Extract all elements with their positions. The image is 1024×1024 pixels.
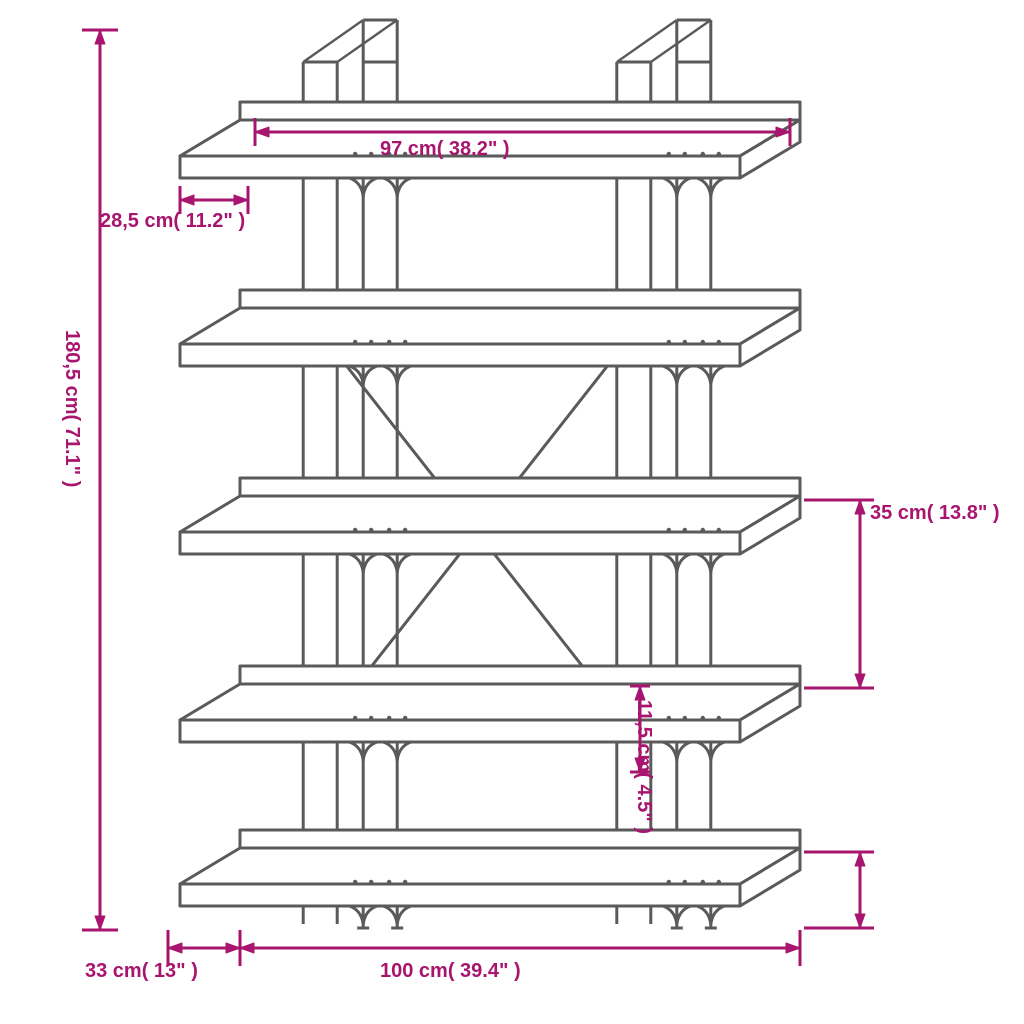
dim-gap-height: 35 cm( 13.8" ) [870,500,1000,526]
dim-base-width: 100 cm( 39.4" ) [380,960,521,983]
dim-base-depth: 33 cm( 13" ) [85,960,198,983]
dim-shelf-depth: 28,5 cm( 11.2" ) [100,210,245,233]
dim-height-total: 180,5 cm( 71.1" ) [60,330,83,487]
dim-foot-to-shelf: 11,5 cm( 4.5" ) [632,700,655,834]
dim-shelf-width: 97 cm( 38.2" ) [380,138,510,161]
